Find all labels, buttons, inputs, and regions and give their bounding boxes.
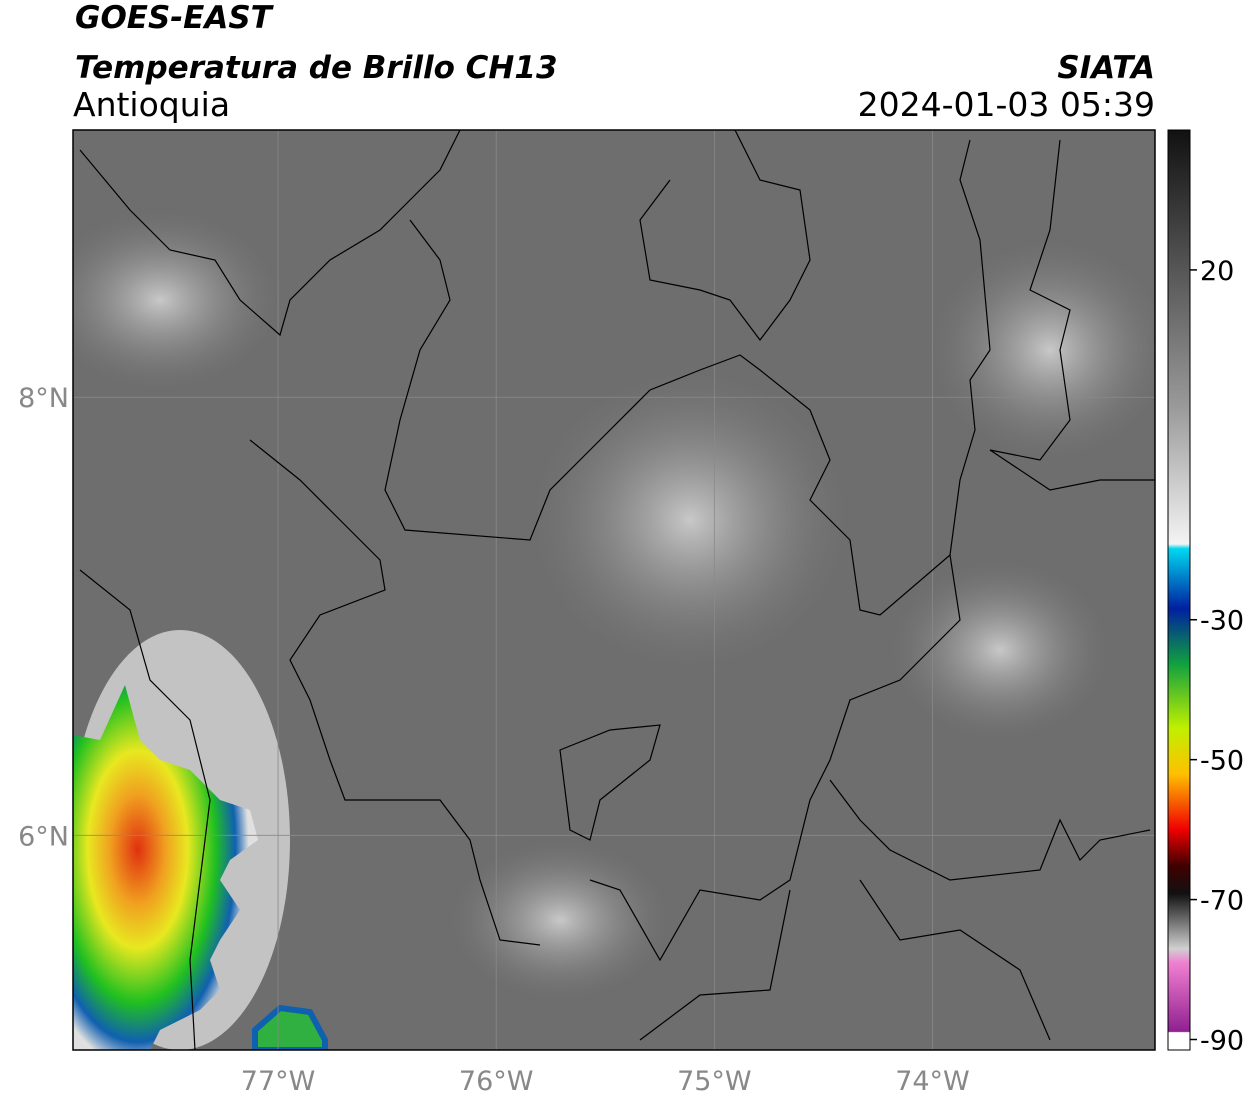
colorbar (1167, 129, 1191, 1051)
colorbar-tick-label: -50 (1200, 746, 1244, 777)
department-border (829, 779, 1151, 881)
lon-tick-label: 76°W (459, 1066, 534, 1097)
department-border (989, 139, 1155, 491)
lon-tick-label: 74°W (895, 1066, 970, 1097)
department-border (639, 130, 811, 341)
municipal-border (559, 724, 661, 841)
cold-cloud (73, 685, 258, 1050)
lat-tick-label: 8°N (18, 383, 69, 414)
cloud (930, 240, 1155, 460)
map-frame (72, 129, 1156, 1051)
department-border (949, 139, 991, 556)
department-border (384, 219, 951, 616)
cold-cloud (252, 1004, 328, 1050)
department-border (249, 439, 541, 946)
imagery (73, 130, 1155, 1050)
coastline (79, 130, 461, 337)
department-border (639, 879, 1051, 1041)
lon-tick-label: 75°W (677, 1066, 752, 1097)
cloud (530, 370, 850, 670)
colorbar-tick-label: -70 (1200, 886, 1244, 917)
borders (79, 130, 1155, 1050)
lat-tick-label: 6°N (18, 821, 69, 852)
source: SIATA (1057, 50, 1155, 86)
cloud (890, 560, 1110, 740)
product: Temperatura de Brillo CH13 (75, 50, 558, 86)
cloud (73, 210, 280, 390)
region: Antioquia (73, 85, 230, 124)
colorbar-tick-label: 20 (1200, 256, 1234, 287)
timestamp: 2024-01-03 05:39 (858, 85, 1155, 124)
colorbar-tick-label: -90 (1200, 1026, 1244, 1057)
department-border (589, 554, 961, 962)
title: GOES-EAST (75, 0, 275, 36)
colorbar-tick-label: -30 (1200, 606, 1244, 637)
coastline (79, 569, 211, 1050)
lon-tick-label: 77°W (241, 1066, 316, 1097)
cloud (450, 840, 670, 1000)
